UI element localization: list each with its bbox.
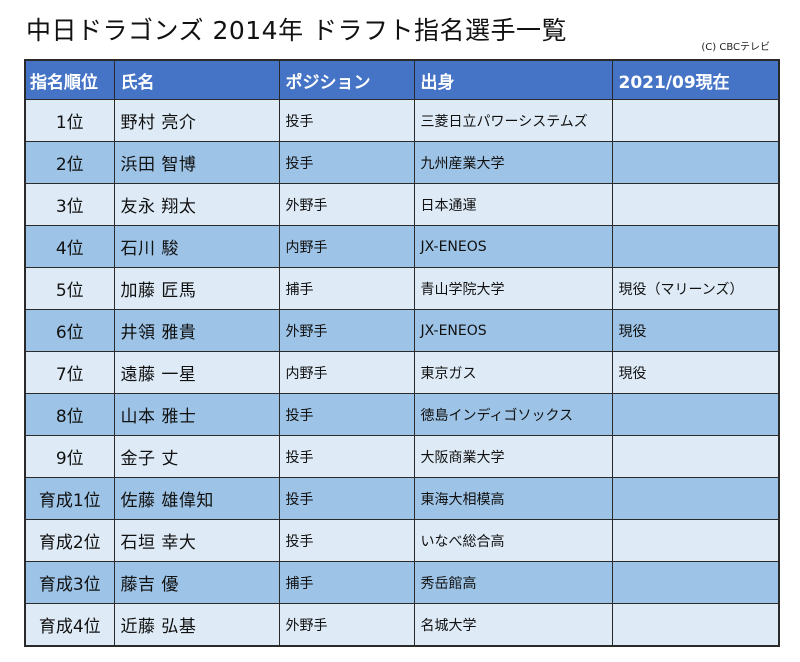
table-body: 1位 野村 亮介 投手 三菱日立パワーシステムズ 2位 浜田 智博 投手 九州産業大学 3位 友永… (24, 99, 780, 647)
name-cell: 浜田 智博 (113, 141, 280, 184)
rank-cell: 1位 (24, 99, 115, 142)
table-row: 2位 浜田 智博 投手 九州産業大学 (24, 141, 780, 184)
table-row: 9位 金子 丈投手 大阪商業大学 (24, 435, 780, 478)
status-cell: 現役 (611, 351, 780, 394)
rank-cell: 育成1位 (24, 477, 115, 520)
position-cell: 投手 (278, 519, 415, 562)
status-cell: 現役 (611, 309, 780, 352)
status-cell (611, 603, 780, 647)
name-cell: 友永 翔太 (113, 183, 280, 226)
origin-cell: 徳島インディゴソックス (413, 393, 613, 436)
table-row: 育成3位 藤吉 優捕手 秀岳館高 (24, 561, 780, 604)
status-cell (611, 435, 780, 478)
origin-cell: 秀岳館高 (413, 561, 613, 604)
origin-cell: JX-ENEOS (413, 309, 613, 352)
rank-cell: 育成3位 (24, 561, 115, 604)
status-cell (611, 477, 780, 520)
position-cell: 投手 (278, 99, 415, 142)
table-row: 7位 遠藤 一星 内野手 東京ガス 現役 (24, 351, 780, 394)
position-cell: 内野手 (278, 225, 415, 268)
page-title: 中日ドラゴンズ 2014年 ドラフト指名選手一覧 (26, 16, 568, 45)
position-cell: 内野手 (278, 351, 415, 394)
table-row: 4位 石川 駿内野手 JX-ENEOS (24, 225, 780, 268)
origin-cell: 九州産業大学 (413, 141, 613, 184)
table-row: 8位 山本 雅士 投手 徳島インディゴソックス (24, 393, 780, 436)
draft-table: 指名順位 氏名 ポジション 出身 2021/09現在 1位 野村 亮介 投手 三菱日立… (24, 59, 780, 647)
name-cell: 近藤 弘基 (113, 603, 280, 647)
name-cell: 石川 駿 (113, 225, 280, 268)
position-cell: 外野手 (278, 603, 415, 647)
header-rank: 指名順位 (24, 59, 115, 100)
name-cell: 井領 雅貴 (113, 309, 280, 352)
table-row: 育成4位 近藤 弘基 外野手 名城大学 (24, 603, 780, 647)
status-cell: 現役（マリーンズ） (611, 267, 780, 310)
table-row: 育成2位 石垣 幸大 投手 いなべ総合高 (24, 519, 780, 562)
table-row: 5位 加藤 匠馬 捕手 青山学院大学 現役（マリーンズ） (24, 267, 780, 310)
origin-cell: 青山学院大学 (413, 267, 613, 310)
origin-cell: JX-ENEOS (413, 225, 613, 268)
table-row: 育成1位 佐藤 雄偉知 投手 東海大相模高 (24, 477, 780, 520)
position-cell: 外野手 (278, 183, 415, 226)
status-cell (611, 225, 780, 268)
rank-cell: 育成2位 (24, 519, 115, 562)
name-cell: 金子 丈 (113, 435, 280, 478)
position-cell: 投手 (278, 477, 415, 520)
rank-cell: 3位 (24, 183, 115, 226)
rank-cell: 7位 (24, 351, 115, 394)
rank-cell: 8位 (24, 393, 115, 436)
origin-cell: 大阪商業大学 (413, 435, 613, 478)
name-cell: 佐藤 雄偉知 (113, 477, 280, 520)
rank-cell: 4位 (24, 225, 115, 268)
rank-cell: 2位 (24, 141, 115, 184)
copyright-credit: (C) CBCテレビ (701, 42, 770, 53)
status-cell (611, 99, 780, 142)
origin-cell: 三菱日立パワーシステムズ (413, 99, 613, 142)
position-cell: 投手 (278, 435, 415, 478)
position-cell: 投手 (278, 393, 415, 436)
name-cell: 山本 雅士 (113, 393, 280, 436)
header-status: 2021/09現在 (611, 59, 780, 100)
status-cell (611, 519, 780, 562)
table-row: 6位 井領 雅貴 外野手 JX-ENEOS 現役 (24, 309, 780, 352)
position-cell: 捕手 (278, 267, 415, 310)
rank-cell: 6位 (24, 309, 115, 352)
table-header: 指名順位 氏名 ポジション 出身 2021/09現在 (24, 59, 780, 100)
header-position: ポジション (278, 59, 415, 100)
status-cell (611, 561, 780, 604)
origin-cell: 東海大相模高 (413, 477, 613, 520)
name-cell: 野村 亮介 (113, 99, 280, 142)
status-cell (611, 393, 780, 436)
name-cell: 加藤 匠馬 (113, 267, 280, 310)
position-cell: 外野手 (278, 309, 415, 352)
rank-cell: 9位 (24, 435, 115, 478)
position-cell: 投手 (278, 141, 415, 184)
origin-cell: 東京ガス (413, 351, 613, 394)
table-row: 3位 友永 翔太 外野手 日本通運 (24, 183, 780, 226)
header-origin: 出身 (413, 59, 613, 100)
origin-cell: 日本通運 (413, 183, 613, 226)
header-row: 指名順位 氏名 ポジション 出身 2021/09現在 (24, 59, 780, 100)
name-cell: 遠藤 一星 (113, 351, 280, 394)
position-cell: 捕手 (278, 561, 415, 604)
rank-cell: 育成4位 (24, 603, 115, 647)
name-cell: 藤吉 優 (113, 561, 280, 604)
header-name: 氏名 (113, 59, 280, 100)
name-cell: 石垣 幸大 (113, 519, 280, 562)
rank-cell: 5位 (24, 267, 115, 310)
origin-cell: いなべ総合高 (413, 519, 613, 562)
status-cell (611, 183, 780, 226)
origin-cell: 名城大学 (413, 603, 613, 647)
table-row: 1位 野村 亮介 投手 三菱日立パワーシステムズ (24, 99, 780, 142)
status-cell (611, 141, 780, 184)
